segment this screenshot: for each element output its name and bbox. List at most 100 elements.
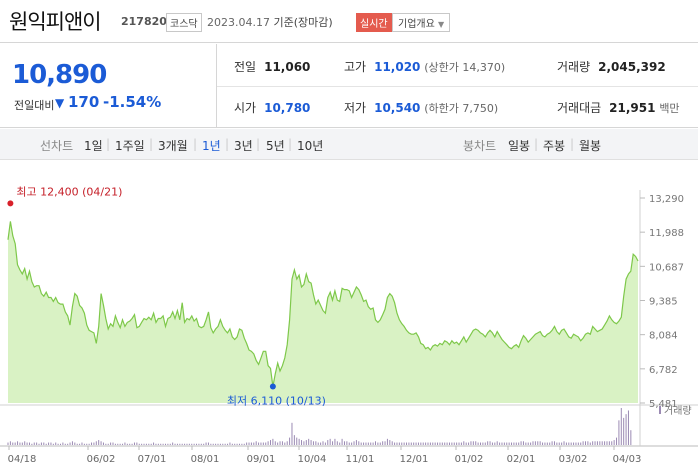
open-cell: 시가 10,780	[234, 99, 310, 116]
volume-bar	[21, 442, 23, 445]
volume-bar	[439, 442, 441, 445]
x-tick-label: 08/01	[191, 454, 220, 465]
volume-bar	[262, 442, 264, 445]
volume-bar	[258, 442, 260, 445]
volume-bar	[105, 443, 107, 445]
divider: |	[106, 137, 111, 151]
volume-bar	[33, 442, 35, 445]
volume-bar	[577, 442, 579, 445]
volume-bar	[370, 442, 372, 445]
volume-bar	[604, 441, 606, 445]
volume-bar	[131, 443, 133, 445]
volume-bar	[227, 443, 229, 445]
realtime-button[interactable]: 실시간	[356, 13, 392, 32]
price-chart-svg: 13,290 11,988 10,687 9,385 8,084 6,782 5,481 최고…	[0, 185, 698, 465]
tab-candle-day[interactable]: 일봉	[508, 139, 531, 153]
tab-period-10y[interactable]: 10년	[297, 139, 324, 153]
volume-bar	[618, 420, 620, 445]
volume-bar	[546, 442, 548, 445]
volume-bar	[117, 443, 119, 445]
quote-panel: 10,890 전일대비 ▼ 170 -1.54% 전일 11,060 고가 11,0…	[0, 44, 698, 128]
volume-bar	[487, 441, 489, 445]
tab-period-3y[interactable]: 3년	[234, 139, 253, 153]
quote-date: 2023.04.17 기준(장마감)	[207, 14, 333, 30]
volume-bar	[57, 443, 59, 445]
y-tick-label: 9,385	[649, 297, 678, 308]
volume-bar	[293, 435, 295, 445]
x-tick-label: 04/03	[613, 454, 642, 465]
volume-bar	[260, 442, 262, 445]
price-chart[interactable]: 13,290 11,988 10,687 9,385 8,084 6,782 5,481 최고…	[0, 160, 698, 470]
volume-bar	[310, 440, 312, 445]
volume-bar	[448, 442, 450, 445]
tab-candle-week[interactable]: 주봉	[543, 139, 566, 153]
volume-bar	[145, 443, 147, 445]
volume-bar	[587, 441, 589, 445]
volume-bar	[64, 443, 66, 445]
volume-bar	[549, 442, 551, 445]
volume-bar	[503, 442, 505, 445]
x-tick-label: 06/02	[87, 454, 116, 465]
volume-bar	[561, 442, 563, 445]
volume-bar	[415, 442, 417, 445]
volume-bar	[511, 442, 513, 445]
y-tick-label: 10,687	[649, 262, 684, 273]
volume-bar	[329, 438, 331, 445]
volume-bar	[573, 442, 575, 445]
volume-bar	[215, 443, 217, 445]
volume-bar	[482, 442, 484, 445]
volume-bar	[67, 443, 69, 445]
volume-bar	[48, 442, 50, 445]
volume-bar	[76, 443, 78, 445]
tab-period-1d[interactable]: 1일	[84, 139, 103, 153]
company-info-button[interactable]: 기업개요 ▼	[392, 13, 451, 32]
candle-chart-label: 봉차트	[463, 139, 497, 153]
divider: |	[149, 137, 154, 151]
volume-bar	[446, 442, 448, 445]
volume-bar	[167, 443, 169, 445]
volume-bar	[153, 442, 155, 445]
volume-bar	[17, 441, 19, 445]
volume-bar	[191, 443, 193, 445]
tab-period-1w[interactable]: 1주일	[115, 139, 145, 153]
tab-period-1y[interactable]: 1년	[202, 139, 221, 153]
volume-bar	[367, 442, 369, 445]
volume-bar	[186, 443, 188, 445]
volume-bar	[427, 442, 429, 445]
low-annotation: 최저 6,110 (10/13)	[227, 394, 326, 407]
volume-bar	[100, 441, 102, 445]
volume-bar	[107, 443, 109, 445]
volume-bar	[74, 442, 76, 445]
volume-label: 거래량	[557, 60, 591, 74]
volume-bar	[88, 443, 90, 445]
tab-candle-month[interactable]: 월봉	[579, 139, 602, 153]
volume-bar	[616, 437, 618, 445]
lower-limit: (하한가 7,750)	[424, 102, 499, 115]
volume-bar	[250, 442, 252, 445]
volume-bar	[291, 422, 293, 445]
volume-bar	[198, 443, 200, 445]
volume-bar	[594, 441, 596, 445]
volume-bar	[28, 442, 30, 445]
volume-bar	[234, 443, 236, 445]
divider	[216, 44, 217, 128]
volume-bar	[91, 442, 93, 445]
tab-period-3m[interactable]: 3개월	[158, 139, 188, 153]
volume-bar	[172, 442, 174, 445]
volume-bar	[267, 441, 269, 445]
volume-bar	[286, 441, 288, 445]
volume-bar	[281, 441, 283, 445]
volume-bar	[236, 443, 238, 445]
volume-bar	[129, 443, 131, 445]
tab-period-5y[interactable]: 5년	[266, 139, 285, 153]
volume-bar	[184, 443, 186, 445]
x-tick-label: 02/01	[507, 454, 536, 465]
volume-bar	[133, 442, 135, 445]
volume-bar	[324, 442, 326, 445]
x-tick-label: 11/01	[346, 454, 375, 465]
chart-tabs: 선차트 1일 | 1주일 | 3개월 | 1년 | 3년 | 5년 | 10년 …	[0, 129, 698, 160]
volume-bar	[429, 442, 431, 445]
divider: |	[193, 137, 198, 151]
prev-close-label: 전일	[234, 60, 257, 74]
volume-bar	[625, 414, 627, 445]
